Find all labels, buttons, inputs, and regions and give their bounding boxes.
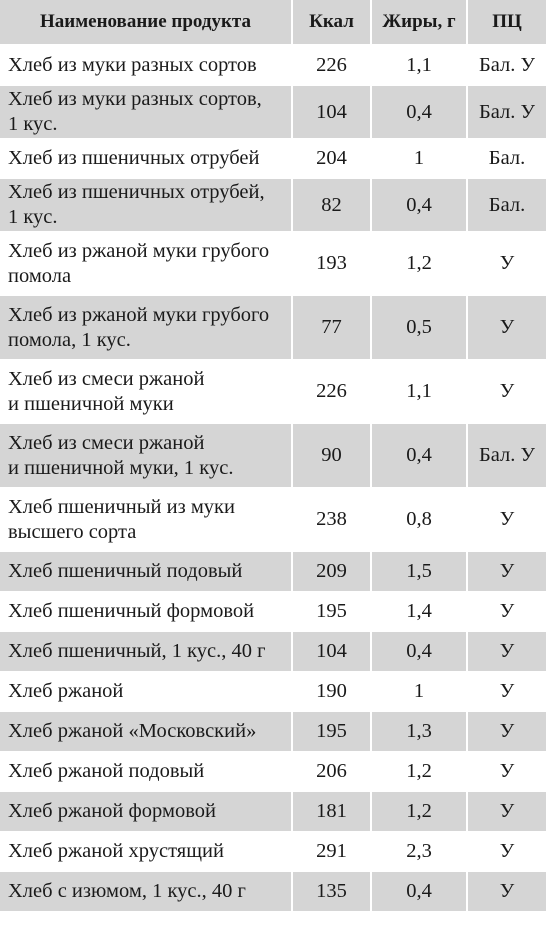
table-row: Хлеб ржаной хрустящий 291 2,3 У: [0, 832, 546, 872]
table-row: Хлеб пшеничный из муки высшего сорта 238 0…: [0, 488, 546, 552]
table-row: Хлеб ржаной 190 1 У: [0, 672, 546, 712]
pc-cell: У: [499, 560, 515, 582]
fat-cell: 1: [372, 139, 468, 178]
table-row: Хлеб из муки разных сортов, 1 кус. 104 0,4…: [0, 86, 546, 139]
fat-cell: 0,5: [372, 296, 468, 359]
table-row: Хлеб из муки разных сортов 226 1,1 Бал. У: [0, 46, 546, 86]
table-row: Хлеб пшеничный подовый 209 1,5 У: [0, 552, 546, 592]
kcal-cell: 77: [293, 296, 372, 359]
table-row: Хлеб из ржаной муки грубого помола 193 1,2…: [0, 232, 546, 296]
product-name-cell: Хлеб из муки разных сортов, 1 кус.: [0, 86, 293, 138]
fat-cell: 1,1: [372, 46, 468, 85]
table-body: Хлеб из муки разных сортов 226 1,1 Бал. У Хл…: [0, 46, 546, 912]
product-name-cell: Хлеб из смеси ржаной и пшеничной муки: [0, 360, 293, 423]
product-name-cell: Хлеб из пшеничных отрубей, 1 кус.: [0, 179, 293, 231]
pc-cell: У: [499, 508, 515, 530]
pc-cell: У: [499, 640, 515, 662]
table-row: Хлеб пшеничный, 1 кус., 40 г 104 0,4 У: [0, 632, 546, 672]
nutrition-table: Наименование продукта Ккал Жиры, г ПЦ Хл…: [0, 0, 546, 912]
kcal-cell: 82: [293, 179, 372, 231]
table-row: Хлеб из смеси ржаной и пшеничной муки 226…: [0, 360, 546, 424]
kcal-cell: 291: [293, 832, 372, 871]
product-name-cell: Хлеб пшеничный из муки высшего сорта: [0, 488, 293, 551]
header-fat: Жиры, г: [372, 0, 468, 44]
fat-cell: 1: [372, 672, 468, 711]
fat-cell: 2,3: [372, 832, 468, 871]
pc-cell: У: [499, 880, 515, 902]
fat-cell: 1,1: [372, 360, 468, 423]
product-name-cell: Хлеб ржаной: [0, 672, 293, 711]
table-row: Хлеб ржаной подовый 206 1,2 У: [0, 752, 546, 792]
product-name-cell: Хлеб из ржаной муки грубого помола, 1 ку…: [0, 296, 293, 359]
fat-cell: 0,4: [372, 86, 468, 138]
table-row: Хлеб из смеси ржаной и пшеничной муки, 1…: [0, 424, 546, 488]
kcal-cell: 90: [293, 424, 372, 487]
product-name-cell: Хлеб из смеси ржаной и пшеничной муки, 1…: [0, 424, 293, 487]
product-name-cell: Хлеб ржаной формовой: [0, 792, 293, 831]
fat-cell: 0,4: [372, 872, 468, 911]
pc-cell: У: [499, 316, 515, 338]
fat-cell: 1,3: [372, 712, 468, 751]
pc-cell: У: [499, 760, 515, 782]
kcal-cell: 190: [293, 672, 372, 711]
pc-cell: У: [499, 380, 515, 402]
product-name-cell: Хлеб пшеничный, 1 кус., 40 г: [0, 632, 293, 671]
kcal-cell: 135: [293, 872, 372, 911]
fat-cell: 0,4: [372, 424, 468, 487]
header-product-name: Наименование продукта: [0, 0, 293, 44]
table-row: Хлеб из пшеничных отрубей 204 1 Бал.: [0, 139, 546, 179]
kcal-cell: 238: [293, 488, 372, 551]
pc-cell: У: [499, 600, 515, 622]
product-name-cell: Хлеб из муки разных сортов: [0, 46, 293, 85]
fat-cell: 1,2: [372, 752, 468, 791]
pc-cell: Бал. У: [478, 444, 536, 466]
table-row: Хлеб ржаной формовой 181 1,2 У: [0, 792, 546, 832]
pc-cell: У: [499, 720, 515, 742]
kcal-cell: 226: [293, 46, 372, 85]
kcal-cell: 204: [293, 139, 372, 178]
pc-cell: У: [499, 800, 515, 822]
table-row: Хлеб из ржаной муки грубого помола, 1 ку…: [0, 296, 546, 360]
table-row: Хлеб из пшеничных отрубей, 1 кус. 82 0,4 Ба…: [0, 179, 546, 232]
pc-cell: У: [499, 252, 515, 274]
product-name-cell: Хлеб пшеничный формовой: [0, 592, 293, 631]
fat-cell: 0,4: [372, 179, 468, 231]
header-kcal: Ккал: [293, 0, 372, 44]
fat-cell: 1,2: [372, 792, 468, 831]
product-name-cell: Хлеб ржаной «Московский»: [0, 712, 293, 751]
product-name-cell: Хлеб с изюмом, 1 кус., 40 г: [0, 872, 293, 911]
kcal-cell: 104: [293, 86, 372, 138]
table-row: Хлеб пшеничный формовой 195 1,4 У: [0, 592, 546, 632]
fat-cell: 1,2: [372, 232, 468, 295]
pc-cell: Бал.: [488, 147, 526, 169]
table-row: Хлеб с изюмом, 1 кус., 40 г 135 0,4 У: [0, 872, 546, 912]
fat-cell: 1,5: [372, 552, 468, 591]
kcal-cell: 104: [293, 632, 372, 671]
product-name-cell: Хлеб из ржаной муки грубого помола: [0, 232, 293, 295]
fat-cell: 1,4: [372, 592, 468, 631]
header-pc: ПЦ: [492, 11, 522, 32]
table-row: Хлеб ржаной «Московский» 195 1,3 У: [0, 712, 546, 752]
kcal-cell: 195: [293, 712, 372, 751]
product-name-cell: Хлеб ржаной подовый: [0, 752, 293, 791]
kcal-cell: 181: [293, 792, 372, 831]
product-name-cell: Хлеб пшеничный подовый: [0, 552, 293, 591]
kcal-cell: 195: [293, 592, 372, 631]
product-name-cell: Хлеб ржаной хрустящий: [0, 832, 293, 871]
fat-cell: 0,4: [372, 632, 468, 671]
kcal-cell: 209: [293, 552, 372, 591]
pc-cell: У: [499, 840, 515, 862]
kcal-cell: 206: [293, 752, 372, 791]
table-header-row: Наименование продукта Ккал Жиры, г ПЦ: [0, 0, 546, 46]
pc-cell: У: [499, 680, 515, 702]
pc-cell: Бал. У: [478, 54, 536, 76]
pc-cell: Бал. У: [478, 100, 536, 123]
fat-cell: 0,8: [372, 488, 468, 551]
product-name-cell: Хлеб из пшеничных отрубей: [0, 139, 293, 178]
pc-cell: Бал.: [488, 193, 526, 216]
kcal-cell: 193: [293, 232, 372, 295]
kcal-cell: 226: [293, 360, 372, 423]
